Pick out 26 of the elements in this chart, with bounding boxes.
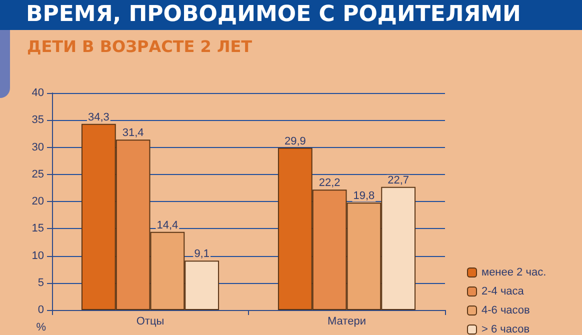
y-tick-label: 5 xyxy=(38,276,44,289)
y-tick-label: 0 xyxy=(38,304,44,316)
y-tick-label: 35 xyxy=(32,114,44,126)
y-tick-label: 25 xyxy=(32,168,44,180)
x-tick-label: Отцы xyxy=(136,316,164,328)
legend-label: менее 2 час. xyxy=(482,266,546,278)
y-tick-label: 10 xyxy=(32,250,44,262)
x-tick-label: Матери xyxy=(328,316,366,328)
y-tick-label: 15 xyxy=(32,222,44,235)
chart-title: ВРЕМЯ, ПРОВОДИМОЕ С РОДИТЕЛЯМИ xyxy=(0,0,582,30)
data-label: 31,4 xyxy=(122,127,144,140)
data-label: 34,3 xyxy=(88,111,110,124)
y-axis-title: % xyxy=(36,322,46,334)
y-tick-label: 20 xyxy=(32,196,44,208)
data-label: 29,9 xyxy=(284,135,306,148)
legend-label: 2-4 часа xyxy=(482,286,525,298)
legend-label: > 6 часов xyxy=(482,324,530,335)
data-label: 22,7 xyxy=(388,174,410,186)
y-tick-label: 40 xyxy=(32,87,44,99)
legend-label: 4-6 часов xyxy=(482,304,530,316)
data-label: 22,2 xyxy=(318,177,340,190)
chart-subtitle: ДЕТИ В ВОЗРАСТЕ 2 ЛЕТ xyxy=(27,37,252,56)
data-label: 9,1 xyxy=(194,248,210,260)
data-label: 14,4 xyxy=(156,219,178,232)
data-label: 19,8 xyxy=(353,190,375,202)
y-tick-label: 30 xyxy=(32,141,44,154)
